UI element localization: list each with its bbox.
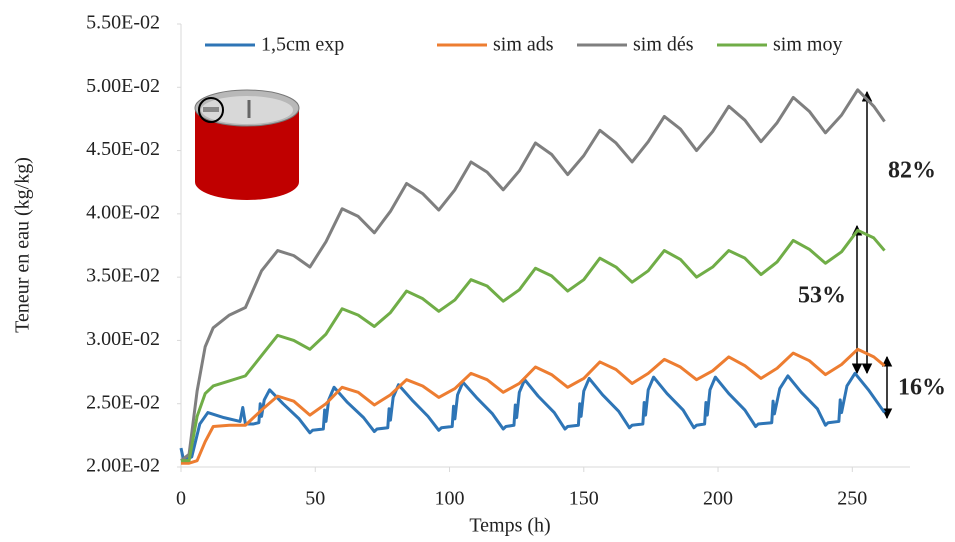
x-tick-label: 200 bbox=[703, 488, 733, 510]
series-line bbox=[181, 228, 886, 463]
legend-label: sim dés bbox=[633, 34, 694, 56]
y-axis-title: Teneur en eau (kg/kg) bbox=[12, 157, 34, 333]
inset-image bbox=[194, 89, 300, 200]
series-line bbox=[179, 371, 886, 463]
y-tick-label: 3.50E-02 bbox=[86, 265, 160, 287]
y-tick-label: 2.00E-02 bbox=[86, 455, 160, 477]
series-line bbox=[181, 347, 886, 465]
y-tick-label: 4.50E-02 bbox=[86, 138, 160, 160]
x-axis-title: Temps (h) bbox=[469, 515, 550, 537]
y-tick-label: 5.50E-02 bbox=[86, 12, 160, 34]
series-line bbox=[180, 88, 886, 462]
x-tick-label: 150 bbox=[569, 488, 599, 510]
y-tick-label: 5.00E-02 bbox=[86, 75, 160, 97]
annotation: 53% bbox=[798, 283, 846, 309]
y-tick-label: 2.50E-02 bbox=[86, 391, 160, 413]
y-tick-label: 4.00E-02 bbox=[86, 201, 160, 223]
x-tick-label: 250 bbox=[837, 488, 867, 510]
annotation: 16% bbox=[898, 375, 946, 401]
annotation-arrows bbox=[851, 90, 893, 420]
annotation: 82% bbox=[888, 158, 936, 184]
x-tick-label: 50 bbox=[305, 488, 325, 510]
x-tick-label: 0 bbox=[176, 488, 186, 510]
legend-label: 1,5cm exp bbox=[261, 34, 344, 56]
legend-label: sim ads bbox=[493, 34, 554, 56]
legend-label: sim moy bbox=[773, 34, 842, 56]
x-tick-label: 100 bbox=[435, 488, 465, 510]
y-tick-label: 3.00E-02 bbox=[86, 328, 160, 350]
